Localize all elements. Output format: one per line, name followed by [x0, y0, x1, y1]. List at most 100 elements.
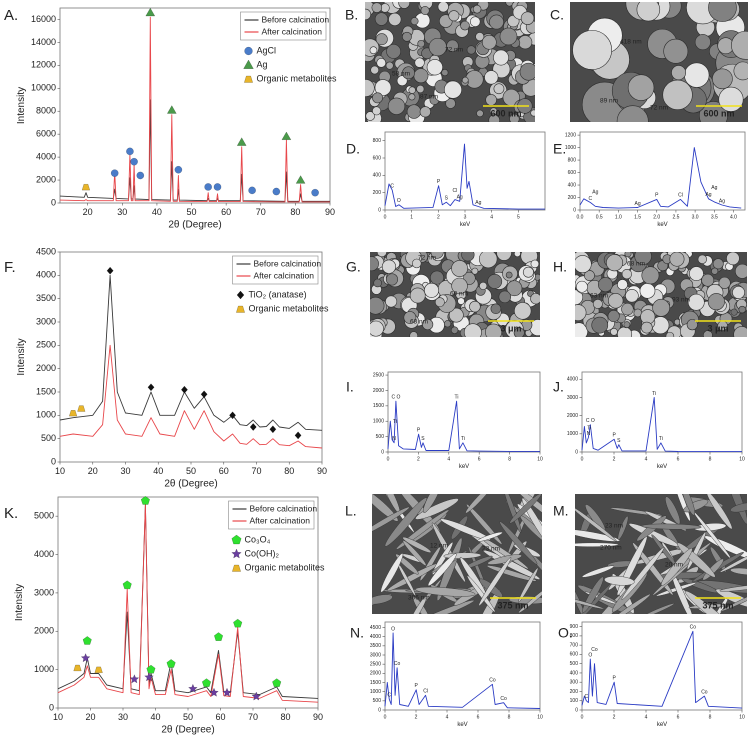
y-tick-label: 2000 — [34, 626, 54, 636]
size-label: 60 nm — [450, 291, 468, 298]
sem-texture — [490, 303, 502, 315]
size-label: 72 nm — [445, 47, 463, 54]
peak-label: Co — [591, 647, 598, 653]
y-tick-label: 3000 — [34, 587, 54, 597]
sem-image — [372, 494, 542, 614]
sem-texture — [499, 27, 518, 46]
y-tick-label: 3500 — [36, 293, 56, 303]
y-tick-label: 4000 — [36, 270, 56, 280]
peak-label: Ti — [393, 419, 397, 425]
peak-label: O — [397, 198, 401, 204]
sem-texture — [370, 320, 384, 337]
plot-frame — [581, 621, 743, 711]
y-tick-label: 4000 — [34, 549, 54, 559]
sem-texture — [591, 316, 609, 334]
sem-texture — [627, 74, 655, 101]
sem-texture — [636, 2, 661, 22]
sem-texture — [372, 506, 410, 537]
sem-texture — [730, 567, 747, 576]
sem-texture — [513, 327, 525, 337]
y-tick-label: 500 — [570, 661, 579, 667]
y-axis-label: Intensity — [16, 338, 27, 375]
legend-symbol — [235, 305, 246, 313]
x-tick-label: 4 — [447, 456, 450, 462]
x-tick-label: 50 — [187, 207, 197, 217]
legend-symbol — [244, 46, 253, 56]
y-tick-label: 0 — [575, 449, 578, 455]
sem-texture — [482, 549, 541, 580]
y-tick-label: 1200 — [565, 132, 576, 138]
y-tick-label: 2000 — [36, 363, 56, 373]
y-tick-label: 0 — [573, 207, 576, 213]
size-label: 89 nm — [600, 98, 618, 105]
sem-texture — [430, 270, 444, 285]
x-tick-label: 90 — [317, 466, 327, 476]
peak-label: C O — [391, 395, 400, 401]
size-label: 63 nm — [590, 293, 608, 300]
panel-label: D. — [346, 141, 360, 157]
y-tick-label: 0 — [378, 707, 381, 713]
sem-texture — [598, 277, 613, 293]
peak-label: C — [585, 694, 589, 700]
marker — [251, 691, 262, 701]
peak-label: P — [612, 676, 616, 682]
sem-texture — [733, 326, 747, 337]
sem-texture — [712, 258, 724, 270]
sem-texture — [718, 276, 731, 289]
sem-texture — [607, 593, 651, 614]
sem-texture — [450, 326, 459, 334]
sem-texture — [581, 565, 615, 578]
x-tick-label: 30 — [120, 466, 130, 476]
marker — [248, 186, 256, 195]
y-tick-label: 0 — [575, 707, 578, 713]
spectrum-line — [387, 400, 540, 452]
x-tick-label: 6 — [478, 456, 481, 462]
y-tick-label: 0 — [49, 702, 54, 712]
sem-texture — [706, 494, 733, 530]
x-tick-label: 60 — [221, 207, 231, 217]
sem-texture — [732, 286, 745, 299]
x-axis-label: 2θ (Degree) — [161, 725, 214, 736]
x-tick-label: 10 — [537, 714, 543, 720]
legend-label: Before calcination — [254, 258, 322, 268]
sem-texture — [415, 498, 459, 520]
x-tick-label: 3.5 — [711, 214, 718, 220]
panel-label: H. — [553, 259, 567, 275]
sem-texture — [514, 302, 532, 320]
size-label: 418 nm — [620, 39, 642, 46]
size-label: 68 nm — [627, 261, 645, 268]
size-label: 306 nm — [408, 595, 430, 602]
y-tick-label: 1500 — [370, 680, 381, 686]
sem-texture — [663, 38, 689, 64]
sem-texture — [434, 297, 445, 308]
y-tick-label: 200 — [570, 689, 579, 695]
sem-texture — [477, 531, 503, 542]
panel-label: C. — [550, 7, 564, 23]
marker — [294, 431, 302, 440]
marker — [204, 183, 213, 191]
legend-symbol — [243, 59, 254, 69]
sem-texture — [641, 523, 702, 530]
x-axis-label: 2θ (Degree) — [168, 220, 221, 231]
sem-texture — [623, 321, 631, 329]
scale-bar-label: 3 μm — [707, 323, 728, 333]
x-axis-label: keV — [657, 722, 667, 728]
panel-label: J. — [553, 379, 564, 395]
scale-bar-label: 600 nm — [703, 108, 734, 118]
spectrum-line — [581, 630, 743, 709]
marker — [214, 632, 224, 641]
panel-label: K. — [4, 505, 18, 522]
peak-label: P — [655, 193, 659, 199]
panel-label: N. — [350, 625, 364, 641]
x-tick-label: 20 — [88, 466, 98, 476]
sem-texture — [372, 494, 399, 522]
peak-label: Cl — [452, 188, 457, 194]
sem-texture — [422, 494, 442, 513]
y-tick-label: 4000 — [36, 151, 56, 161]
sem-texture — [384, 497, 428, 547]
sem-texture — [687, 293, 705, 311]
y-tick-label: 3500 — [370, 643, 381, 649]
marker — [147, 383, 155, 392]
sem-texture — [372, 594, 393, 605]
y-tick-label: 200 — [568, 195, 577, 201]
